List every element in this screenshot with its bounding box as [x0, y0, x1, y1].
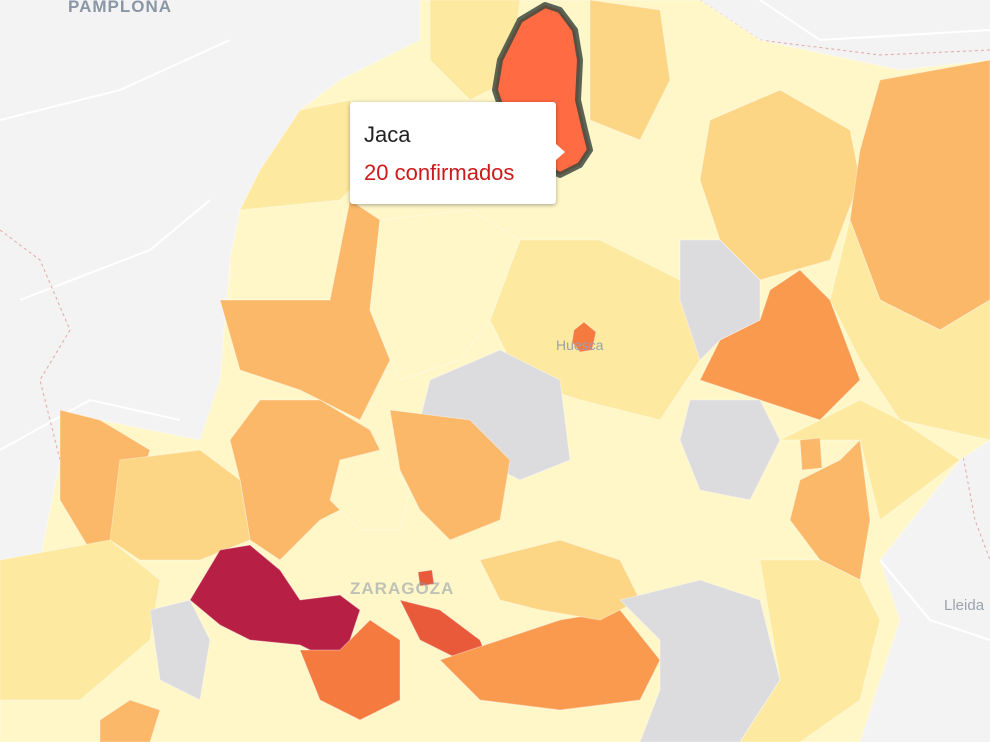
region-northeast-1[interactable] — [699, 89, 861, 281]
region-east-yellow[interactable] — [779, 399, 961, 521]
region-south-yellow[interactable] — [479, 539, 641, 621]
tooltip-pointer — [556, 144, 565, 160]
basemap-roads — [0, 0, 990, 641]
region-northeast-3[interactable] — [829, 218, 990, 441]
region-grey-east-2[interactable] — [679, 399, 781, 501]
tooltip-confirmed-count: 20 confirmados — [364, 160, 515, 185]
city-label-huesca: Huesca — [556, 337, 604, 353]
region-center-yellow[interactable] — [369, 209, 521, 381]
region-zaragoza-city[interactable] — [417, 569, 435, 587]
map-tooltip: Jaca 20 confirmados — [350, 102, 556, 204]
region-south-orange-1[interactable] — [299, 619, 401, 721]
region-west-1[interactable] — [229, 199, 351, 301]
city-label-pamplona: PAMPLONA — [68, 0, 172, 16]
city-label-lleida: Lleida — [944, 597, 985, 614]
region-grey-east[interactable] — [679, 239, 761, 361]
region-far-west-yellow[interactable] — [0, 539, 161, 701]
region-center-orange-2[interactable] — [389, 409, 511, 541]
region-grey-south[interactable] — [619, 579, 781, 742]
region-grey-southwest[interactable] — [149, 599, 211, 701]
region-darkred[interactable] — [189, 544, 361, 666]
city-label-zaragoza: ZARAGOZA — [350, 579, 454, 598]
region-east-small[interactable] — [799, 437, 823, 471]
region-north-orange-1[interactable] — [589, 0, 671, 141]
region-zaragoza-yellow[interactable] — [329, 449, 411, 531]
tooltip-municipality-name: Jaca — [364, 122, 411, 147]
region-southeast-yellow[interactable] — [739, 559, 881, 742]
region-huesca-city[interactable] — [571, 321, 597, 353]
region-southwest-orange-small[interactable] — [99, 699, 161, 742]
region-southeast-orange[interactable] — [789, 438, 871, 581]
